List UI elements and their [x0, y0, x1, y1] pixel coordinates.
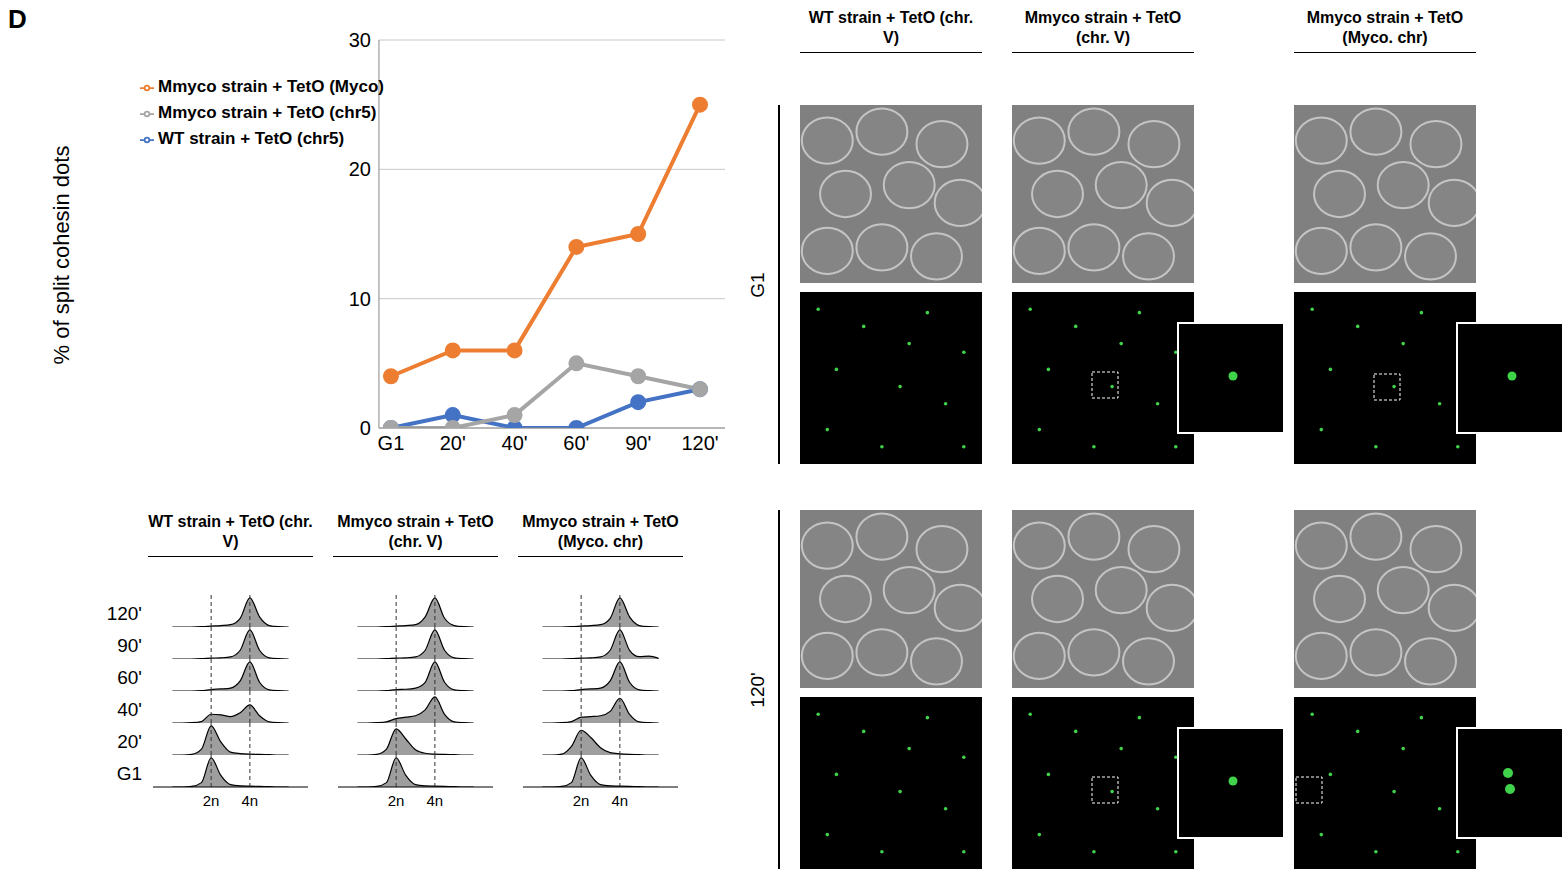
svg-text:2n: 2n [203, 792, 220, 809]
svg-text:4n: 4n [612, 792, 629, 809]
html-text:Mmyco strain + TetO (chr5): Mmyco strain + TetO (chr5) [158, 103, 377, 122]
html-text:120': 120' [106, 603, 142, 624]
svg-text:120': 120' [681, 432, 718, 454]
svg-text:4n: 4n [427, 792, 444, 809]
svg-text:60': 60' [563, 432, 589, 454]
html-text:Mmyco strain + TetO (Myco): Mmyco strain + TetO (Myco) [158, 77, 384, 96]
html-text:20': 20' [117, 731, 142, 752]
svg-text:40': 40' [502, 432, 528, 454]
html-text:90': 90' [117, 635, 142, 656]
html-text:60': 60' [117, 667, 142, 688]
html-text:G1: G1 [747, 271, 768, 298]
svg-text:4n: 4n [242, 792, 259, 809]
svg-text:90': 90' [625, 432, 651, 454]
html-text:Mmyco strain + TetO (Myco. chr: Mmyco strain + TetO (Myco. chr) [522, 513, 679, 550]
html-text:WT strain + TetO (chr5): WT strain + TetO (chr5) [158, 129, 345, 148]
svg-text:30: 30 [349, 30, 371, 51]
html-text:% of split cohesin dots: % of split cohesin dots [49, 145, 74, 365]
svg-text:0: 0 [360, 417, 371, 439]
html-text:WT strain + TetO (chr. V): WT strain + TetO (chr. V) [808, 9, 974, 46]
html-text:WT strain + TetO (chr. V): WT strain + TetO (chr. V) [148, 513, 313, 550]
svg-text:2n: 2n [388, 792, 405, 809]
html-text:40': 40' [117, 699, 142, 720]
html-text:Mmyco strain + TetO (Myco. chr: Mmyco strain + TetO (Myco. chr) [1306, 9, 1464, 46]
svg-text:2n: 2n [573, 792, 590, 809]
svg-text:20: 20 [349, 158, 371, 180]
html-text:D: D [8, 4, 27, 34]
html-text:Mmyco strain + TetO (chr. V): Mmyco strain + TetO (chr. V) [337, 513, 494, 550]
html-text:120': 120' [747, 671, 768, 708]
svg-text:20': 20' [440, 432, 466, 454]
svg-text:G1: G1 [378, 432, 405, 454]
html-text:Mmyco strain + TetO (chr. V): Mmyco strain + TetO (chr. V) [1024, 9, 1182, 46]
svg-text:10: 10 [349, 288, 371, 310]
html-text:G1: G1 [116, 763, 142, 784]
